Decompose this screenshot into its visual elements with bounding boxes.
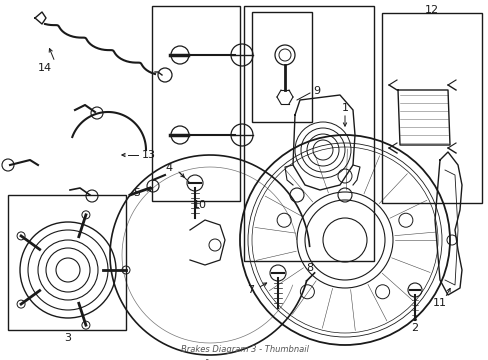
Text: 9: 9 (312, 86, 320, 96)
Text: 13: 13 (142, 150, 156, 160)
Text: 8: 8 (306, 263, 313, 273)
Text: Brakes Diagram 3 - Thumbnail: Brakes Diagram 3 - Thumbnail (181, 345, 308, 354)
Text: 7: 7 (246, 285, 253, 295)
Text: 11: 11 (432, 298, 446, 308)
Text: 10: 10 (193, 200, 206, 210)
Bar (381, 13, 481, 203)
Bar (152, 6, 240, 201)
Bar (8, 195, 126, 330)
Bar (244, 6, 373, 261)
Bar (251, 12, 311, 122)
Text: 1: 1 (341, 103, 348, 113)
Text: 12: 12 (424, 5, 438, 15)
Text: 14: 14 (38, 63, 52, 73)
Text: 4: 4 (165, 163, 173, 173)
Text: 3: 3 (64, 333, 71, 343)
Text: 2: 2 (410, 323, 418, 333)
Text: 5: 5 (133, 188, 140, 198)
